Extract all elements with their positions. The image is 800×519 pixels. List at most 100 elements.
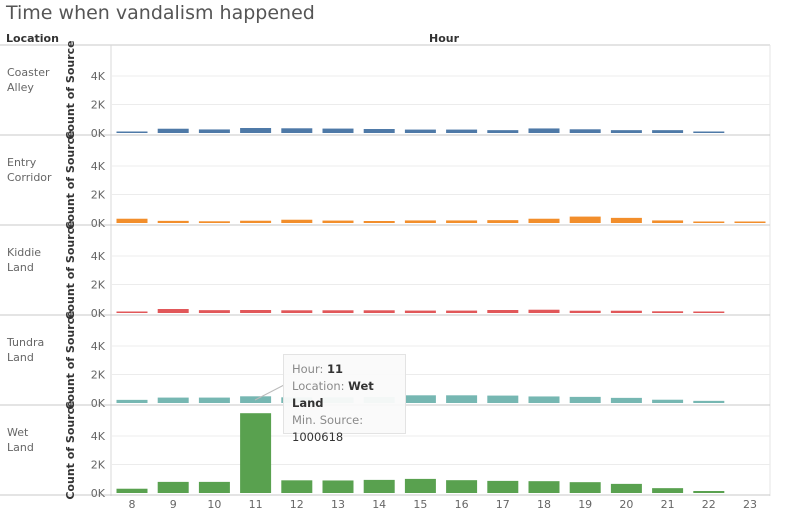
tooltip-hour-value: 11 [327, 362, 344, 376]
column-header-hour: Hour [429, 32, 460, 45]
x-tick-label: 10 [207, 498, 221, 511]
tooltip-location-label: Location: [292, 379, 345, 393]
row-label-kiddie-land: Land [7, 261, 34, 274]
bar-tundra-land-16 [446, 395, 478, 403]
y-axis-title: Count of Source [64, 40, 77, 139]
bar-tundra-land-17 [487, 395, 519, 403]
tooltip-location-value: Wet Land [292, 379, 374, 410]
bar-kiddie-land-9 [157, 309, 189, 313]
bar-coaster-alley-19 [569, 129, 601, 133]
bar-kiddie-land-21 [652, 311, 684, 313]
bar-coaster-alley-17 [487, 130, 519, 133]
bar-tundra-land-9 [157, 397, 189, 403]
bar-wet-land-16 [446, 480, 478, 493]
y-tick-label: 4K [91, 70, 106, 83]
bar-coaster-alley-16 [446, 129, 478, 133]
bar-entry-corridor-15 [404, 220, 436, 223]
bar-coaster-alley-8 [116, 131, 148, 133]
x-tick-label: 18 [537, 498, 551, 511]
bar-tundra-land-19 [569, 396, 601, 403]
bar-entry-corridor-12 [281, 219, 313, 223]
bar-entry-corridor-21 [652, 220, 684, 223]
y-axis-title: Count of Source [64, 310, 77, 409]
y-tick-label: 2K [91, 279, 106, 292]
x-tick-label: 9 [170, 498, 177, 511]
bar-kiddie-land-12 [281, 310, 313, 313]
tooltip: Hour: 11 Location: Wet Land Min. Source:… [283, 354, 406, 444]
bar-kiddie-land-13 [322, 310, 354, 313]
x-tick-label: 16 [455, 498, 469, 511]
bar-tundra-land-18 [528, 396, 560, 403]
y-axis-title: Count of Source [64, 400, 77, 499]
bar-tundra-land-21 [652, 399, 684, 403]
x-tick-label: 13 [331, 498, 345, 511]
bar-coaster-alley-10 [198, 129, 230, 133]
row-label-entry-corridor: Corridor [7, 171, 52, 184]
row-label-coaster-alley: Alley [7, 81, 34, 94]
bar-coaster-alley-12 [281, 128, 313, 133]
bar-entry-corridor-20 [610, 217, 642, 223]
bar-wet-land-19 [569, 482, 601, 493]
y-axis-title: Count of Source [64, 130, 77, 229]
row-label-kiddie-land: Kiddie [7, 246, 41, 259]
bar-coaster-alley-18 [528, 128, 560, 133]
bar-entry-corridor-13 [322, 220, 354, 223]
bar-entry-corridor-8 [116, 218, 148, 223]
tooltip-hour-label: Hour: [292, 362, 324, 376]
bar-tundra-land-15 [404, 395, 436, 403]
bar-coaster-alley-13 [322, 128, 354, 133]
y-tick-label: 2K [91, 189, 106, 202]
row-label-wet-land: Land [7, 441, 34, 454]
y-tick-label: 0K [91, 307, 106, 320]
x-tick-label: 21 [661, 498, 675, 511]
x-tick-label: 15 [413, 498, 427, 511]
x-tick-label: 22 [702, 498, 716, 511]
bar-tundra-land-22 [693, 400, 725, 403]
row-label-tundra-land: Land [7, 351, 34, 364]
chart-title: Time when vandalism happened [6, 2, 315, 24]
x-tick-label: 14 [372, 498, 386, 511]
x-tick-label: 8 [129, 498, 136, 511]
y-tick-label: 4K [91, 250, 106, 263]
y-tick-label: 0K [91, 487, 106, 500]
x-tick-label: 17 [496, 498, 510, 511]
bar-wet-land-22 [693, 491, 725, 493]
tooltip-location-line: Location: Wet Land [292, 378, 397, 412]
y-tick-label: 4K [91, 160, 106, 173]
x-tick-label: 23 [743, 498, 757, 511]
tooltip-measure-label: Min. Source: [292, 413, 364, 427]
bar-coaster-alley-14 [363, 129, 395, 133]
y-tick-label: 2K [91, 459, 106, 472]
tooltip-hour-line: Hour: 11 [292, 361, 397, 378]
bar-wet-land-21 [652, 488, 684, 493]
y-tick-label: 0K [91, 397, 106, 410]
bar-wet-land-17 [487, 480, 519, 493]
bar-tundra-land-8 [116, 399, 148, 403]
bar-coaster-alley-21 [652, 130, 684, 133]
bar-wet-land-13 [322, 480, 354, 493]
bar-coaster-alley-9 [157, 128, 189, 133]
bar-coaster-alley-20 [610, 130, 642, 133]
bar-entry-corridor-11 [240, 220, 272, 223]
bar-kiddie-land-8 [116, 311, 148, 313]
bar-wet-land-14 [363, 479, 395, 493]
bar-kiddie-land-15 [404, 310, 436, 313]
bar-wet-land-10 [198, 481, 230, 493]
bar-coaster-alley-15 [404, 129, 436, 133]
bar-entry-corridor-23 [734, 221, 766, 223]
row-label-wet-land: Wet [7, 426, 29, 439]
bar-kiddie-land-17 [487, 310, 519, 313]
tooltip-measure-value: 1000618 [292, 430, 344, 444]
bar-wet-land-20 [610, 483, 642, 493]
bar-entry-corridor-19 [569, 216, 601, 223]
x-tick-label: 11 [249, 498, 263, 511]
bar-wet-land-8 [116, 488, 148, 493]
tooltip-pointer [254, 384, 285, 401]
row-label-tundra-land: Tundra [6, 336, 44, 349]
bar-entry-corridor-22 [693, 221, 725, 223]
bar-tundra-land-10 [198, 397, 230, 403]
row-label-entry-corridor: Entry [7, 156, 37, 169]
bar-kiddie-land-18 [528, 309, 560, 313]
bar-wet-land-11 [240, 413, 272, 493]
